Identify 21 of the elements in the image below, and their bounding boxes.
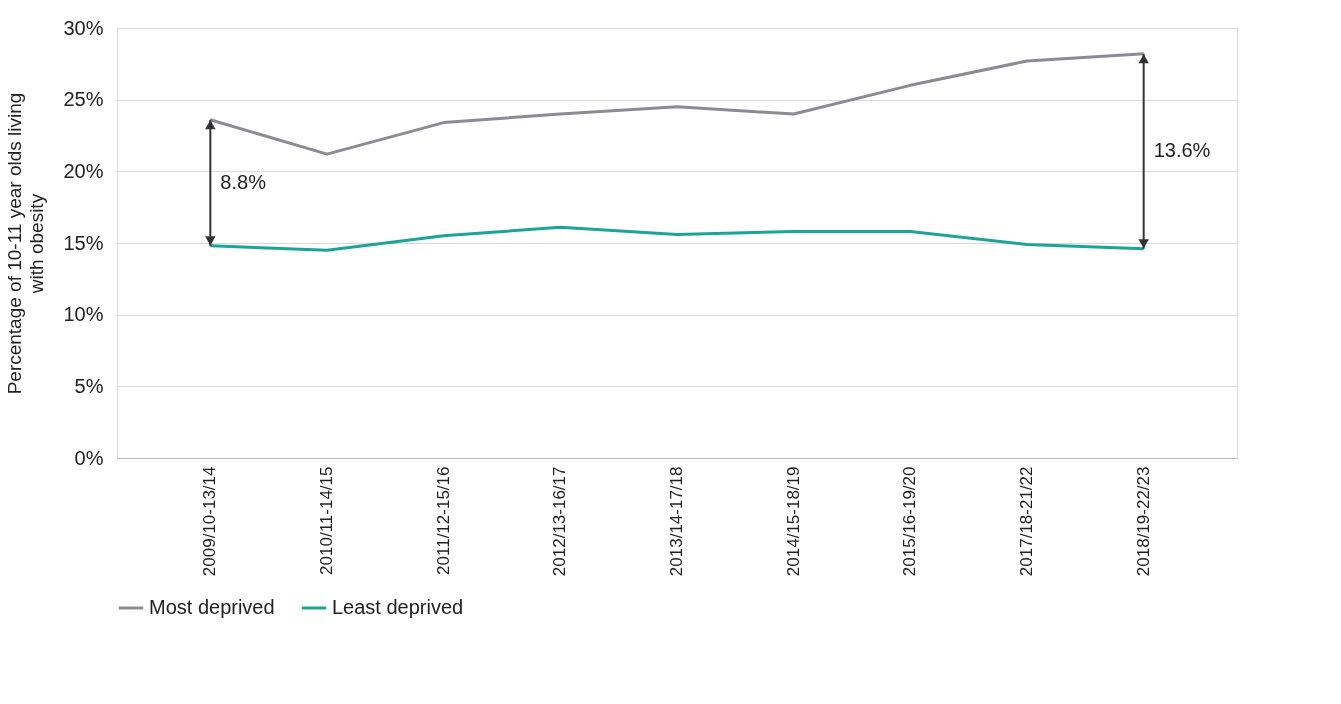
x-tick-label: 2014/15-18/19 [783, 466, 803, 577]
y-tick-label: 0% [74, 446, 104, 469]
legend-label: Least deprived [332, 596, 464, 618]
x-tick-label: 2018/19-22/23 [1133, 466, 1153, 577]
y-tick-label: 20% [63, 159, 104, 182]
annotation: 13.6% [1153, 139, 1211, 162]
x-tick-label: 2017/18-21/22 [1017, 466, 1036, 577]
y-tick-label: 15% [63, 231, 104, 254]
x-tick-label: 2011/12-15/16 [433, 466, 453, 575]
y-axis-title: Percentage of 10-11 year olds living with obesity [4, 92, 48, 395]
x-tick-label: 2012/13-16/17 [550, 466, 570, 577]
x-tick-label: 2015/16-19/20 [900, 466, 920, 577]
y-tick-label: 10% [63, 303, 104, 326]
x-tick-label: 2013/14-17/18 [667, 466, 686, 577]
y-tick-label: 25% [63, 88, 104, 111]
annotation: 8.8% [220, 170, 267, 193]
y-tick-label: 5% [74, 374, 104, 397]
y-tick-label: 30% [63, 16, 104, 39]
x-tick-label: 2010/11-14/15 [317, 466, 336, 575]
legend-label: Most deprived [149, 596, 275, 618]
x-tick-label: 2009/10-13/14 [200, 466, 220, 577]
